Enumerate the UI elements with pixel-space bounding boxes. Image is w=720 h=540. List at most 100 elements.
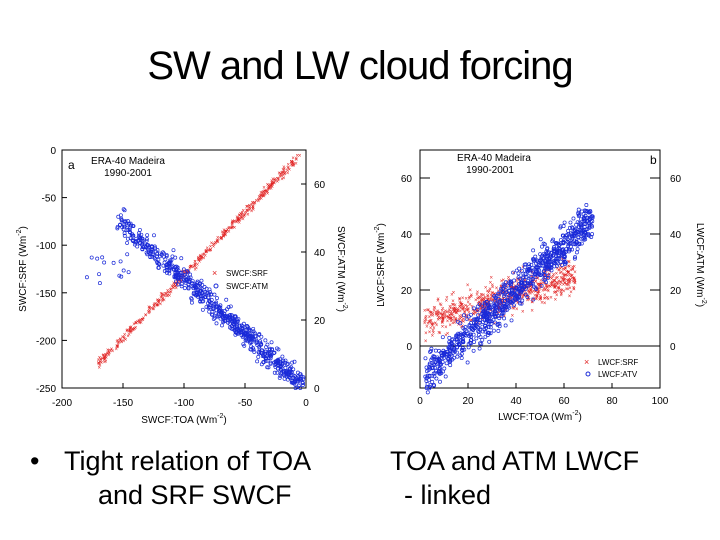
chart-b-point-atv: [431, 354, 436, 359]
chart-b-point-atv: [499, 305, 504, 310]
chart-b-point-srf: ×: [497, 292, 501, 298]
chart-a-point-srf: ×: [227, 229, 231, 235]
chart-b-point-atv: [424, 384, 429, 389]
chart-a-point-srf: ×: [270, 179, 274, 185]
chart-a-point-srf: ×: [281, 168, 285, 174]
chart-b-point-srf: ×: [556, 281, 560, 287]
chart-b-point-atv: [510, 291, 515, 296]
chart-b-point-srf: ×: [449, 306, 453, 312]
chart-b-point-srf: ×: [499, 300, 503, 306]
chart-a-point-srf: ×: [161, 298, 165, 304]
chart-b-point-atv: [562, 220, 567, 225]
chart-b-point-srf: ×: [483, 302, 487, 308]
chart-b-point-atv: [563, 262, 568, 267]
chart-a-point-atm: [117, 273, 122, 278]
chart-b-point-srf: ×: [560, 288, 564, 294]
chart-b-point-srf: ×: [528, 284, 532, 290]
chart-b-point-atv: [495, 322, 500, 327]
chart-b-point-srf: ×: [479, 303, 483, 309]
chart-b-point-atv: [448, 352, 453, 357]
chart-b-point-atv: [468, 338, 473, 343]
chart-b-point-srf: ×: [510, 285, 514, 291]
chart-b-point-atv: [523, 292, 528, 297]
chart-b-point-srf: ×: [447, 315, 451, 321]
chart-b-point-atv: [430, 360, 435, 365]
chart-b-point-atv: [505, 296, 510, 301]
chart-b-point-atv: [423, 356, 428, 361]
chart-a-point-atm: [290, 380, 295, 385]
chart-b-point-srf: ×: [477, 296, 481, 302]
chart-b-point-srf: ×: [496, 302, 500, 308]
chart-b-point-atv: [556, 250, 561, 255]
chart-b-point-atv: [437, 348, 441, 353]
chart-b-point-srf: ×: [447, 308, 451, 314]
chart-b-point-atv: [460, 348, 465, 353]
chart-b-point-srf: ×: [543, 282, 547, 288]
chart-b-point-atv: [432, 357, 437, 362]
chart-a-point-atm: [127, 228, 132, 233]
chart-b-point-srf: ×: [543, 301, 547, 307]
chart-b-point-atv: [494, 302, 499, 307]
chart-b-point-srf: ×: [565, 287, 569, 293]
chart-b-point-srf: ×: [549, 281, 553, 287]
chart-a-point-atm: [291, 367, 296, 372]
chart-b-point-atv: [552, 264, 557, 269]
chart-b-point-atv: [587, 223, 592, 228]
chart-b-point-atv: [539, 259, 544, 264]
chart-a-point-srf: ×: [188, 266, 192, 272]
chart-b-point-srf: ×: [539, 282, 543, 288]
chart-b-point-atv: [551, 246, 556, 251]
chart-b-point-atv: [441, 369, 445, 374]
chart-b-point-atv: [440, 360, 445, 364]
chart-b-point-atv: [485, 318, 490, 322]
chart-a-point-srf: ×: [276, 180, 280, 186]
chart-b-point-srf: ×: [563, 268, 567, 274]
chart-b-point-atv: [530, 269, 535, 274]
chart-b-point-atv: [556, 248, 561, 253]
chart-b-point-srf: ×: [557, 287, 561, 293]
chart-a-point-srf: ×: [189, 264, 193, 270]
chart-b-point-srf: ×: [515, 299, 519, 305]
chart-b-point-atv: [482, 318, 487, 323]
chart-a-point-srf: ×: [224, 229, 228, 235]
chart-a-point-atm: [212, 292, 217, 297]
chart-b-point-atv: [437, 369, 442, 373]
chart-a-point-srf: ×: [103, 355, 107, 361]
chart-a-point-srf: ×: [204, 250, 208, 256]
chart-b-point-srf: ×: [500, 299, 504, 305]
chart-a-point-srf: ×: [205, 250, 209, 256]
chart-b-point-srf: ×: [529, 288, 533, 294]
chart-a-point-srf: ×: [245, 209, 249, 215]
chart-b-point-atv: [502, 304, 507, 309]
chart-b-point-atv: [583, 213, 588, 218]
chart-b-point-atv: [579, 225, 584, 229]
chart-b-point-atv: [480, 337, 485, 342]
chart-a-point-atm: [294, 377, 299, 382]
chart-a-y2tick-label: 40: [314, 248, 326, 259]
chart-b-point-atv: [491, 328, 496, 333]
chart-b-point-atv: [443, 349, 448, 354]
chart-a-point-atm: [230, 316, 235, 321]
chart-a-point-srf: ×: [222, 228, 226, 234]
chart-b-point-atv: [427, 374, 432, 379]
chart-a-point-srf: ×: [223, 229, 227, 235]
chart-b-point-atv: [576, 235, 581, 239]
chart-b-point-atv: [494, 296, 498, 300]
chart-b-point-srf: ×: [451, 321, 455, 327]
chart-b-point-atv: [477, 318, 482, 323]
chart-b-point-srf: ×: [495, 310, 499, 316]
chart-a-point-atm: [269, 354, 273, 359]
chart-b-point-srf: ×: [484, 309, 488, 315]
chart-b-point-srf: ×: [568, 286, 572, 292]
chart-a-point-srf: ×: [101, 354, 105, 360]
chart-b-point-atv: [449, 338, 454, 342]
chart-b-point-atv: [499, 288, 504, 293]
chart-b-point-srf: ×: [475, 292, 479, 298]
chart-b-point-srf: ×: [451, 299, 455, 305]
chart-b-point-atv: [501, 307, 506, 312]
chart-b-point-srf: ×: [572, 287, 576, 293]
chart-a-point-srf: ×: [179, 278, 183, 284]
chart-b-point-srf: ×: [571, 279, 575, 285]
chart-b-point-atv: [544, 256, 549, 261]
chart-a-point-srf: ×: [286, 171, 290, 177]
